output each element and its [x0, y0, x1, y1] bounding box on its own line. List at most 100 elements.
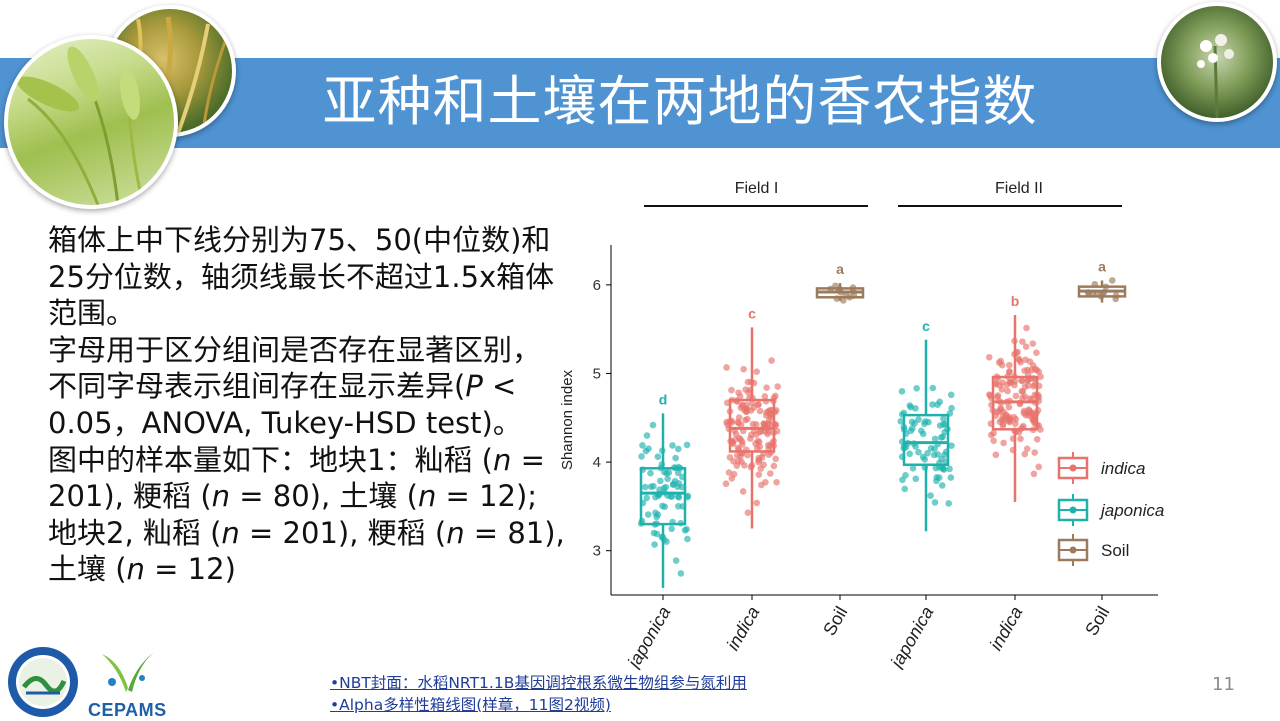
data-point [924, 449, 931, 457]
data-point [1003, 381, 1011, 389]
desc-n-symbol: n [211, 479, 231, 514]
data-point [650, 482, 657, 490]
data-point [1019, 338, 1026, 345]
data-point [990, 429, 997, 437]
cepams-logo: CEPAMS [88, 648, 166, 720]
data-point [744, 415, 751, 423]
data-point [936, 422, 944, 429]
data-point [654, 453, 662, 460]
data-point [735, 389, 742, 396]
data-point [766, 470, 774, 477]
y-tick-label: 5 [593, 365, 601, 382]
data-point [1030, 470, 1038, 478]
data-point [901, 485, 909, 493]
data-point [1025, 410, 1033, 417]
data-point [1023, 324, 1030, 332]
data-point [674, 469, 682, 477]
facet-label: Field I [735, 180, 779, 197]
data-point [1004, 387, 1011, 395]
data-point [912, 475, 920, 483]
data-point [672, 454, 679, 462]
data-point [744, 509, 752, 516]
significance-letter: c [748, 305, 756, 321]
data-point [669, 442, 676, 449]
data-point [672, 557, 680, 564]
plant-photo-graphic [1197, 34, 1234, 118]
data-point [749, 420, 757, 428]
data-point [899, 476, 906, 484]
data-point [933, 474, 941, 481]
alpha-boxplot-link[interactable]: •Alpha多样性箱线图(样章，11图2视频) [330, 696, 611, 714]
data-point [643, 494, 651, 502]
data-point [733, 462, 741, 469]
data-point [939, 465, 947, 473]
data-point [909, 465, 917, 472]
data-point [906, 402, 914, 409]
data-point [772, 392, 779, 400]
data-point [732, 430, 740, 438]
nbt-cover-link[interactable]: •NBT封面：水稻NRT1.1B基因调控根系微生物组参与氮利用 [330, 674, 747, 692]
data-point [681, 526, 689, 534]
data-point [929, 384, 937, 392]
reference-links: •NBT封面：水稻NRT1.1B基因调控根系微生物组参与氮利用 •Alpha多样… [330, 672, 747, 716]
description-paragraph-3: 图中的样本量如下：地块1：籼稻 (n = 201), 粳稻 (n = 80), … [48, 442, 568, 588]
data-point [1022, 343, 1030, 351]
wheat-photo-graphic [16, 46, 145, 205]
significance-letter: c [922, 318, 930, 334]
data-point [931, 435, 939, 443]
wheat-photo [4, 35, 178, 209]
data-point [1005, 403, 1013, 411]
data-point [638, 453, 645, 460]
data-point [657, 477, 664, 485]
data-point [931, 499, 939, 506]
desc-p-symbol: P [465, 369, 483, 404]
data-point [683, 441, 691, 449]
data-point [647, 469, 654, 477]
desc-text: = 12) [144, 552, 236, 587]
data-point [754, 437, 762, 445]
data-point [663, 538, 670, 545]
data-point [664, 475, 671, 483]
desc-text: 字母用于区分组间是否存在显著区别，不同字母表示组间存在显示差异( [48, 332, 542, 404]
data-point [653, 530, 661, 538]
data-point [773, 427, 781, 435]
data-point [1109, 277, 1116, 284]
data-point [1000, 439, 1007, 447]
desc-n-symbol: n [492, 442, 512, 477]
data-point [1012, 392, 1020, 400]
data-point [927, 492, 934, 499]
data-point [1031, 449, 1038, 456]
significance-letter: d [659, 391, 668, 407]
legend-dot [1069, 546, 1077, 554]
data-point [754, 401, 762, 408]
data-point [1021, 450, 1029, 458]
data-point [1026, 358, 1034, 365]
data-point [908, 418, 916, 426]
data-point [757, 465, 765, 472]
cepams-leaf-icon [102, 652, 154, 692]
data-point [913, 384, 920, 392]
significance-letter: b [1011, 293, 1020, 309]
significance-letter: a [1098, 258, 1106, 274]
legend-dot [1069, 506, 1077, 514]
data-point [948, 404, 955, 412]
data-point [667, 493, 675, 500]
data-point [912, 405, 919, 412]
data-point [1035, 463, 1042, 471]
data-point [756, 443, 764, 451]
data-point [661, 503, 669, 511]
data-point [840, 297, 847, 304]
data-point [992, 451, 1000, 459]
data-point [639, 442, 646, 449]
data-point [1016, 356, 1023, 364]
data-point [1029, 340, 1037, 347]
data-point [735, 414, 743, 421]
data-point [917, 427, 925, 435]
data-point [1037, 426, 1044, 433]
legend-label: Soil [1101, 541, 1129, 560]
data-point [934, 401, 941, 408]
x-tick-label: japonica [622, 603, 674, 670]
data-point [947, 391, 955, 399]
data-point [758, 454, 766, 461]
data-point [765, 420, 773, 428]
